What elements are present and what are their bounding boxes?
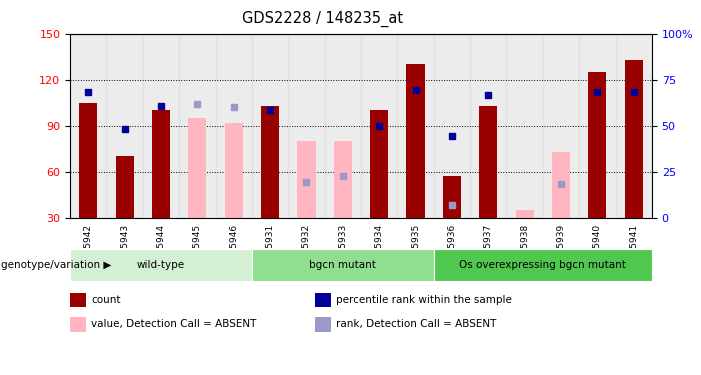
Bar: [297, 141, 315, 218]
Bar: [479, 106, 498, 218]
Bar: [252, 34, 288, 218]
Bar: [334, 141, 352, 218]
Bar: [625, 60, 643, 217]
Bar: [361, 34, 397, 218]
Bar: [443, 176, 461, 218]
Bar: [434, 249, 652, 281]
Text: rank, Detection Call = ABSENT: rank, Detection Call = ABSENT: [336, 320, 497, 329]
Bar: [552, 152, 570, 217]
Text: count: count: [91, 295, 121, 305]
Bar: [506, 34, 543, 218]
Bar: [288, 34, 325, 218]
Text: Os overexpressing bgcn mutant: Os overexpressing bgcn mutant: [459, 260, 626, 270]
Bar: [615, 34, 652, 218]
Bar: [116, 156, 134, 218]
Bar: [397, 34, 434, 218]
Bar: [543, 34, 579, 218]
Bar: [107, 34, 143, 218]
Bar: [216, 34, 252, 218]
Text: genotype/variation ▶: genotype/variation ▶: [1, 260, 111, 270]
Text: GDS2228 / 148235_at: GDS2228 / 148235_at: [242, 11, 403, 27]
Text: value, Detection Call = ABSENT: value, Detection Call = ABSENT: [91, 320, 257, 329]
Bar: [189, 118, 207, 218]
Bar: [588, 72, 606, 217]
Bar: [70, 34, 107, 218]
Bar: [407, 64, 425, 218]
Bar: [224, 123, 243, 218]
Bar: [515, 210, 533, 218]
Bar: [143, 34, 179, 218]
Text: wild-type: wild-type: [137, 260, 185, 270]
Bar: [434, 34, 470, 218]
Bar: [179, 34, 216, 218]
Bar: [70, 249, 252, 281]
Bar: [152, 110, 170, 218]
Bar: [325, 34, 361, 218]
Bar: [79, 103, 97, 218]
Bar: [261, 106, 279, 218]
Bar: [579, 34, 615, 218]
Bar: [252, 249, 434, 281]
Bar: [370, 110, 388, 218]
Text: percentile rank within the sample: percentile rank within the sample: [336, 295, 512, 305]
Text: bgcn mutant: bgcn mutant: [309, 260, 376, 270]
Bar: [470, 34, 506, 218]
